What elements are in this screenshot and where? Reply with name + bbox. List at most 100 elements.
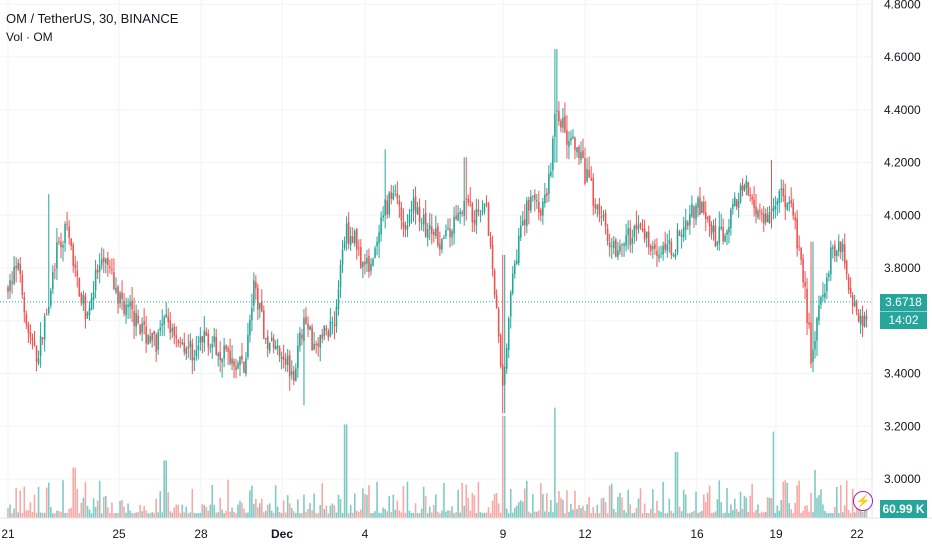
volume-bar: [90, 513, 93, 518]
candle-body: [493, 270, 496, 295]
tradingview-logo-icon[interactable]: ⚡: [853, 491, 873, 511]
candle-body: [623, 243, 625, 246]
volume-bar: [297, 499, 299, 518]
candle-body: [119, 292, 121, 304]
candle-body: [670, 242, 673, 256]
candle-body: [266, 336, 269, 349]
candle-body: [627, 228, 629, 236]
candle-body: [637, 225, 640, 230]
candle-body: [135, 313, 137, 327]
volume-bar: [13, 508, 15, 518]
candle-body: [515, 260, 518, 264]
candle-body: [489, 237, 492, 247]
candle-body: [245, 358, 247, 375]
volume-bar: [311, 510, 313, 518]
volume-bar: [325, 505, 328, 518]
candle-body: [572, 136, 574, 139]
volume-bar: [422, 486, 425, 518]
candle-body: [84, 295, 87, 320]
volume-bar: [523, 488, 526, 518]
volume-bar: [54, 513, 56, 518]
candle-body: [804, 281, 806, 287]
volume-bar: [78, 513, 81, 518]
volume-bar: [165, 460, 168, 518]
volume-bar: [233, 511, 235, 518]
candle-body: [839, 241, 842, 253]
volume-bar: [424, 496, 427, 518]
candle-body: [625, 235, 627, 246]
volume-bar: [433, 505, 435, 518]
candle-body: [105, 258, 107, 264]
volume-bar: [323, 508, 326, 518]
candle-body: [863, 314, 866, 327]
candles: [7, 49, 868, 414]
candle-body: [424, 212, 427, 237]
volume-bar: [718, 480, 721, 518]
candle-body: [82, 295, 85, 304]
volume-bar: [722, 513, 724, 518]
candle-body: [386, 200, 388, 215]
candle-body: [755, 206, 757, 215]
volume-bar: [574, 490, 576, 518]
candle-body: [615, 239, 617, 257]
volume-bar: [568, 511, 570, 518]
candle-body: [619, 245, 621, 252]
candle-body: [64, 223, 66, 244]
candle-body: [517, 235, 520, 264]
candle-body: [735, 199, 738, 207]
volume-bar: [839, 485, 842, 518]
candle-body: [151, 332, 153, 341]
time-tick-label: 12: [578, 527, 592, 541]
volume-bar: [453, 513, 455, 518]
candle-body: [469, 200, 472, 202]
volume-bar: [710, 513, 713, 518]
candle-body: [635, 223, 638, 230]
volume-bar: [347, 512, 350, 518]
candle-body: [483, 203, 486, 212]
candle-body: [832, 247, 834, 249]
candle-body: [229, 350, 231, 364]
volume-bar: [774, 512, 777, 518]
candle-body: [253, 280, 255, 306]
candle-body: [262, 310, 265, 339]
volume-bar: [588, 496, 590, 518]
volume-bar: [286, 495, 289, 518]
volume-bar: [660, 511, 662, 518]
volume-bar: [125, 512, 127, 518]
volume-bar: [542, 494, 544, 518]
symbol-label[interactable]: OM / TetherUS, 30, BINANCE: [6, 11, 179, 26]
candle-body: [674, 254, 677, 258]
volume-bar: [274, 485, 277, 518]
volume-bar: [370, 513, 372, 518]
candle-body: [645, 231, 648, 238]
candle-body: [86, 312, 89, 317]
volume-bar: [70, 507, 72, 518]
volume-bar: [540, 483, 542, 518]
candle-body: [115, 287, 117, 293]
volume-bar: [664, 513, 666, 518]
candle-body: [233, 360, 235, 367]
volume-bar: [499, 512, 502, 518]
volume-bar: [602, 497, 605, 518]
candle-body: [56, 242, 58, 269]
candle-body: [778, 191, 781, 203]
candle-body: [745, 180, 748, 188]
candle-body: [353, 231, 356, 244]
volume-bar: [139, 504, 141, 518]
candle-body: [602, 215, 605, 217]
candle-body: [7, 286, 9, 293]
candle-body: [540, 209, 542, 216]
candle-body: [672, 255, 675, 257]
candle-body: [203, 330, 206, 343]
volume-bar: [759, 513, 761, 518]
candle-body: [556, 110, 558, 112]
volume-bar: [674, 452, 677, 518]
volume-bar: [772, 431, 775, 518]
volume-bar: [288, 503, 291, 518]
candle-body: [796, 218, 798, 249]
volume-label[interactable]: Vol · OM: [6, 30, 53, 44]
candle-body: [329, 320, 332, 337]
candle-body: [349, 236, 352, 246]
volume-bar: [270, 510, 273, 518]
